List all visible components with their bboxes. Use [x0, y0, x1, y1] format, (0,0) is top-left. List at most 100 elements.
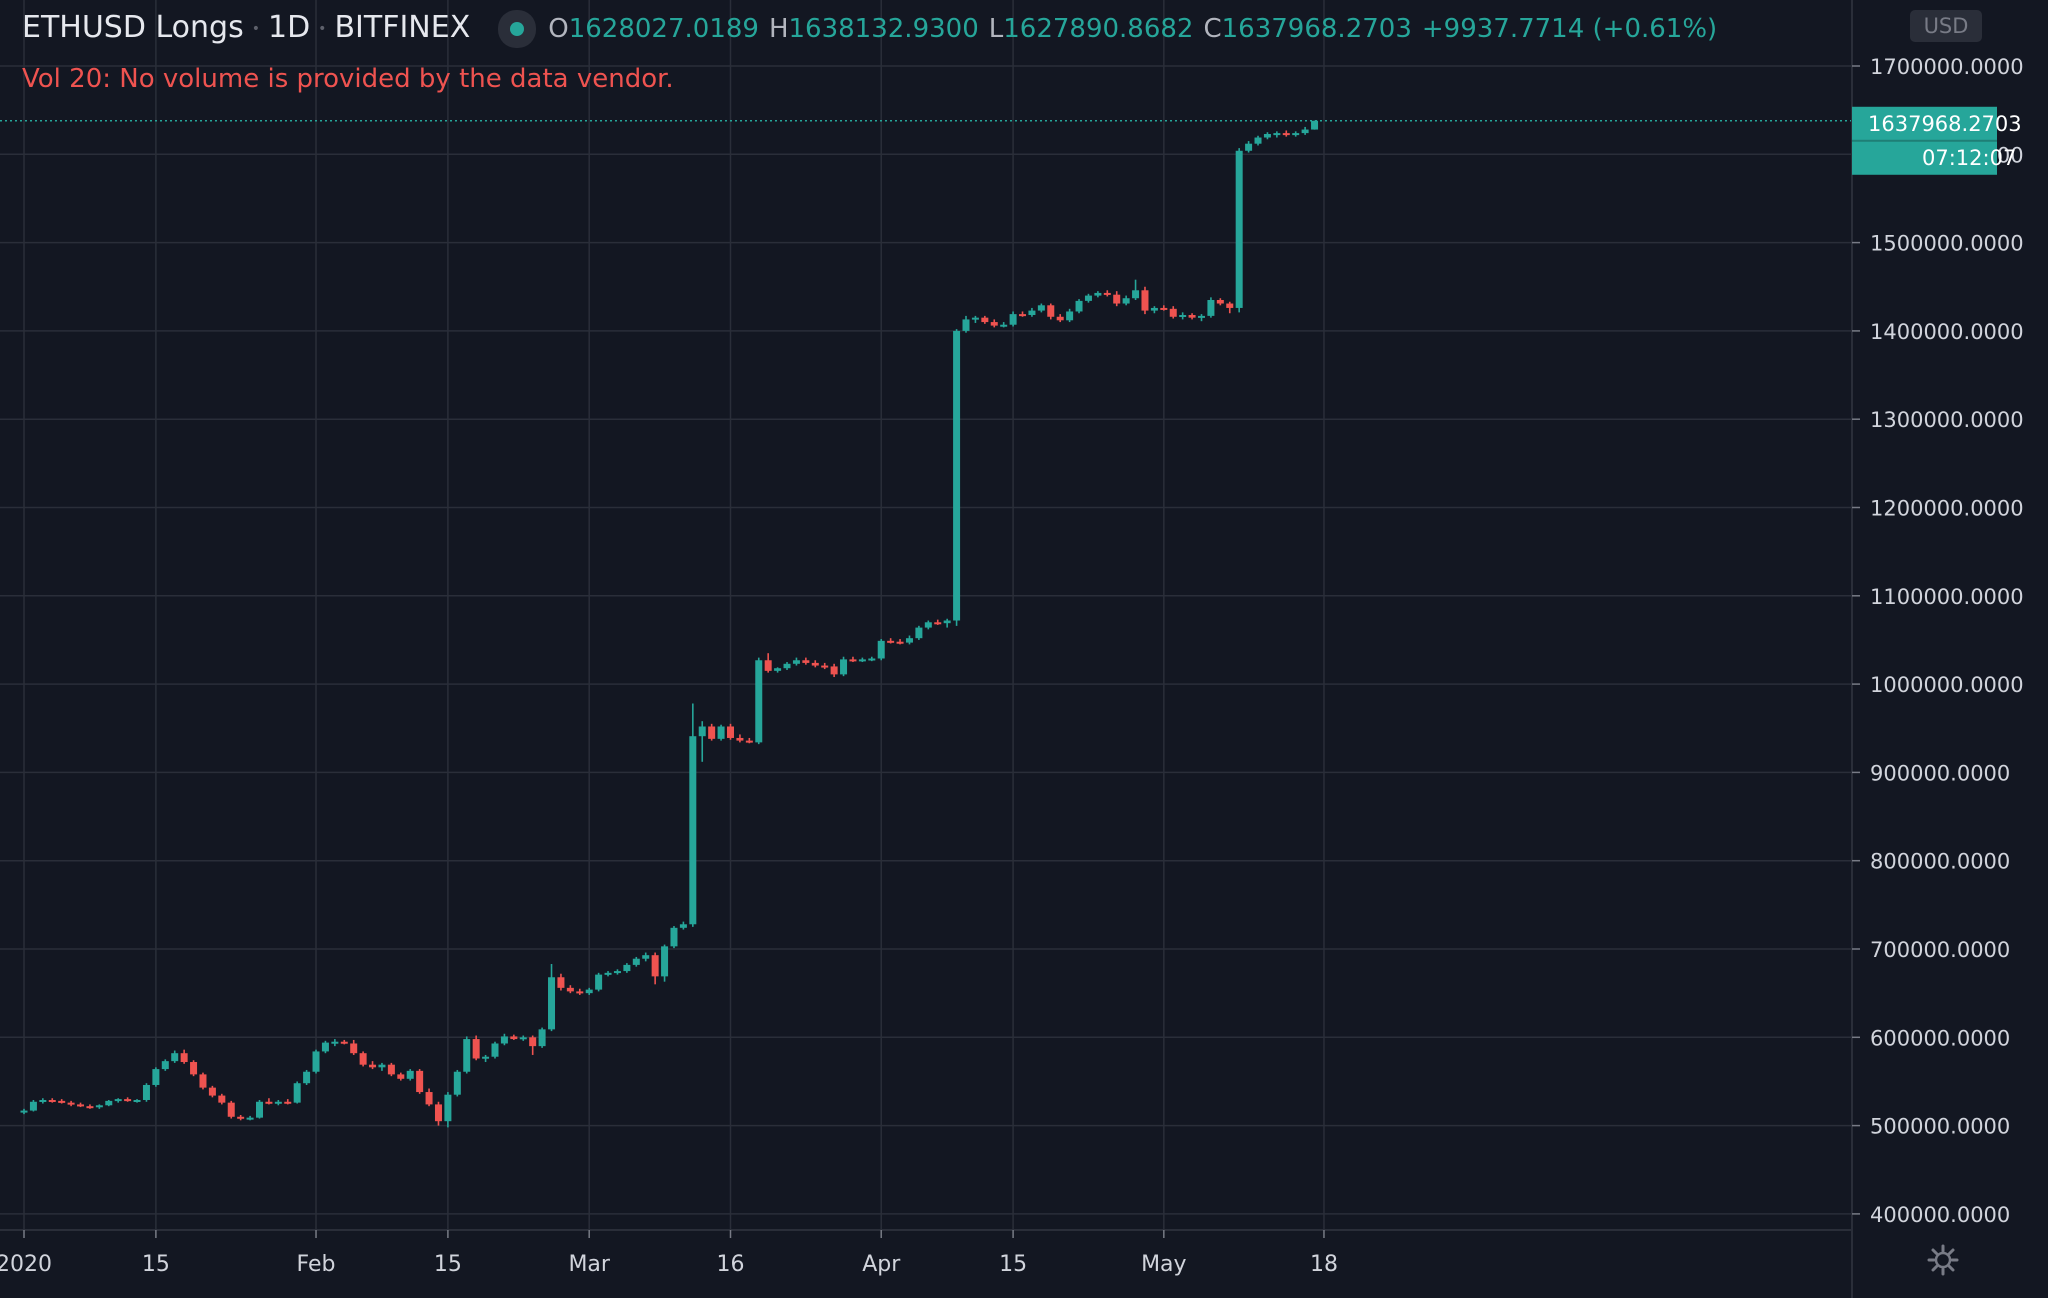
candle-up[interactable]: [971, 315, 979, 323]
candle-up[interactable]: [152, 1067, 160, 1087]
candle-up[interactable]: [1122, 295, 1130, 306]
candle-up[interactable]: [1000, 322, 1008, 328]
candle-up[interactable]: [858, 657, 866, 663]
candle-up[interactable]: [95, 1104, 103, 1109]
candle-down[interactable]: [576, 988, 584, 995]
candle-up[interactable]: [133, 1099, 141, 1103]
candle-down[interactable]: [727, 723, 734, 740]
candle-up[interactable]: [1245, 141, 1253, 153]
symbol-name[interactable]: ETHUSD Longs: [22, 10, 244, 45]
candle-up[interactable]: [1132, 279, 1140, 300]
candle-up[interactable]: [331, 1039, 339, 1047]
candle-up[interactable]: [20, 1108, 28, 1115]
candle-up[interactable]: [632, 956, 640, 967]
candle-up[interactable]: [1028, 307, 1036, 317]
candle-up[interactable]: [1273, 131, 1281, 138]
candle-up[interactable]: [406, 1069, 414, 1081]
candle-down[interactable]: [387, 1062, 395, 1077]
candle-down[interactable]: [369, 1061, 377, 1070]
candle-down[interactable]: [1188, 313, 1196, 320]
candle-down[interactable]: [218, 1093, 226, 1105]
price-axis[interactable]: 400000.0000 500000.0000 600000.0000 700000.…: [1852, 55, 2024, 1227]
candle-down[interactable]: [934, 619, 942, 625]
candle-up[interactable]: [1075, 299, 1083, 314]
candle-down[interactable]: [67, 1100, 75, 1107]
candle-up[interactable]: [1066, 308, 1074, 323]
candle-up[interactable]: [661, 944, 669, 982]
candle-up[interactable]: [39, 1098, 47, 1104]
candle-down[interactable]: [821, 662, 829, 670]
candle-up[interactable]: [1037, 303, 1045, 313]
candle-up[interactable]: [303, 1069, 311, 1085]
candle-down[interactable]: [190, 1060, 198, 1077]
candle-up[interactable]: [905, 635, 913, 645]
candle-down[interactable]: [1056, 314, 1064, 323]
candle-down[interactable]: [830, 663, 838, 678]
candle-down[interactable]: [265, 1098, 273, 1105]
candle-down[interactable]: [1113, 291, 1121, 307]
candle-up[interactable]: [943, 618, 951, 628]
candle-down[interactable]: [510, 1034, 518, 1040]
candle-up[interactable]: [623, 963, 631, 973]
candle-down[interactable]: [764, 653, 772, 673]
candle-up[interactable]: [171, 1050, 179, 1063]
candle-up[interactable]: [717, 724, 725, 741]
candle-down[interactable]: [1226, 301, 1234, 314]
candle-down[interactable]: [86, 1104, 94, 1109]
candle-up[interactable]: [1150, 306, 1158, 314]
candle-up[interactable]: [453, 1069, 461, 1097]
candle-down[interactable]: [745, 737, 753, 744]
candle-up[interactable]: [161, 1059, 169, 1071]
candle-down[interactable]: [1160, 305, 1168, 311]
candle-up[interactable]: [114, 1098, 122, 1103]
candle-up[interactable]: [595, 972, 603, 992]
candle-up[interactable]: [585, 987, 593, 995]
candle-down[interactable]: [557, 973, 565, 991]
candle-down[interactable]: [708, 723, 716, 741]
candle-down[interactable]: [1019, 311, 1027, 317]
candle-up[interactable]: [1311, 120, 1319, 130]
candle-up[interactable]: [953, 329, 961, 626]
candle-up[interactable]: [924, 620, 932, 630]
candle-up[interactable]: [689, 703, 697, 927]
candle-down[interactable]: [1103, 290, 1111, 297]
candle-up[interactable]: [642, 952, 650, 962]
candle-down[interactable]: [1216, 298, 1224, 306]
candle-up[interactable]: [519, 1035, 527, 1041]
candle-up[interactable]: [463, 1036, 471, 1074]
candle-up[interactable]: [698, 721, 706, 762]
candle-up[interactable]: [1235, 148, 1243, 313]
candle-up[interactable]: [105, 1099, 113, 1107]
candle-down[interactable]: [434, 1101, 442, 1126]
candle-down[interactable]: [1047, 303, 1055, 320]
candle-up[interactable]: [877, 639, 885, 661]
candle-down[interactable]: [896, 639, 904, 645]
candle-up[interactable]: [1179, 312, 1187, 320]
candle-up[interactable]: [256, 1099, 263, 1119]
candle-up[interactable]: [321, 1040, 329, 1054]
candle-down[interactable]: [811, 660, 819, 668]
candle-up[interactable]: [142, 1083, 150, 1102]
candle-down[interactable]: [529, 1035, 537, 1055]
candle-down[interactable]: [284, 1099, 292, 1105]
candle-down[interactable]: [350, 1039, 358, 1055]
candle-up[interactable]: [548, 964, 556, 1032]
candle-down[interactable]: [887, 638, 895, 644]
candle-down[interactable]: [981, 315, 989, 324]
candle-up[interactable]: [1207, 297, 1215, 318]
candle-up[interactable]: [840, 656, 848, 677]
candle-up[interactable]: [1301, 126, 1309, 135]
candle-down[interactable]: [1141, 286, 1149, 315]
interval[interactable]: 1D: [267, 10, 311, 45]
candle-up[interactable]: [1084, 293, 1092, 303]
candle-up[interactable]: [444, 1092, 452, 1128]
candle-up[interactable]: [679, 921, 687, 930]
time-axis[interactable]: 2020 15 Feb 15 Mar 16 Apr 15 May 18: [0, 1230, 1338, 1277]
candle-up[interactable]: [1263, 132, 1271, 140]
candle-up[interactable]: [1198, 314, 1205, 322]
candle-up[interactable]: [378, 1062, 386, 1071]
candle-down[interactable]: [990, 319, 998, 328]
candle-up[interactable]: [29, 1099, 37, 1112]
candle-up[interactable]: [1254, 135, 1262, 146]
